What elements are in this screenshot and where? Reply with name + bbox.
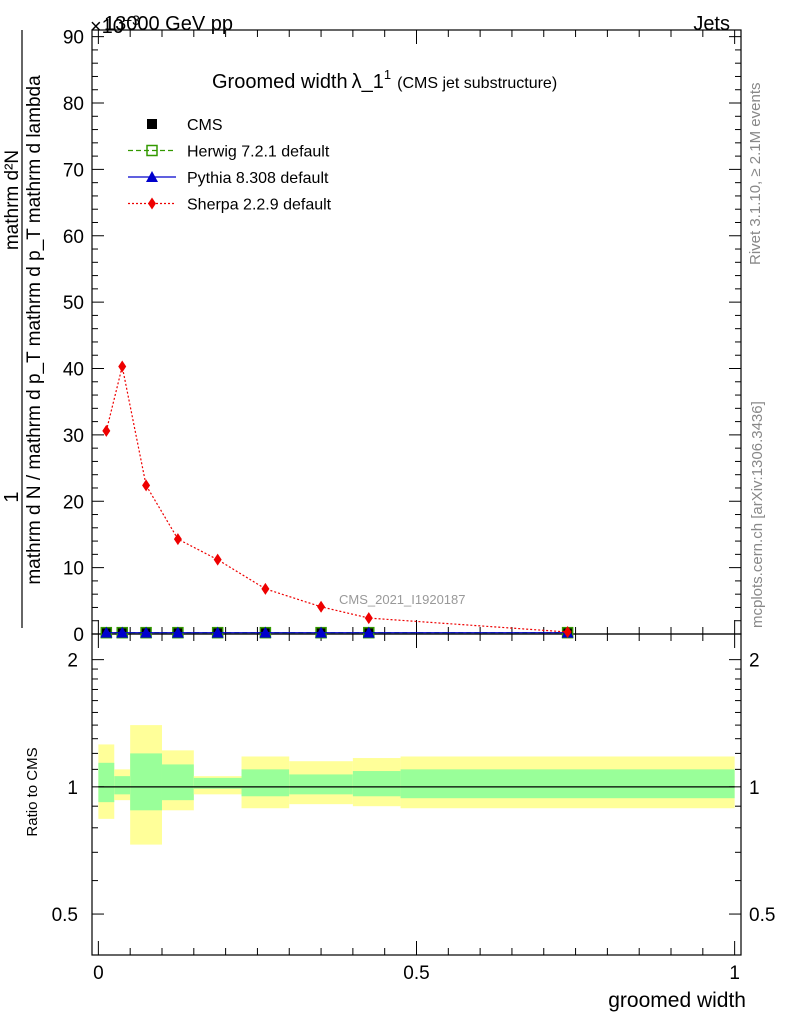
main-y-tick-label: 60 <box>63 227 84 248</box>
x-tick-label: 0.5 <box>403 963 429 984</box>
data-point <box>563 626 572 639</box>
x-tick-label: 1 <box>729 963 740 984</box>
legend-marker <box>146 171 158 182</box>
ratio-y-tick-label-right: 2 <box>749 651 760 672</box>
legend-label: CMS <box>187 117 223 134</box>
ratio-y-tick-label: 2 <box>67 651 78 672</box>
main-y-tick-label: 10 <box>63 559 84 580</box>
chart-title: Groomed width λ_11(CMS jet substructure) <box>212 67 557 93</box>
legend-marker <box>148 197 156 210</box>
data-point <box>100 626 113 638</box>
main-y-tick-label: 0 <box>73 625 84 646</box>
ratio-y-tick-label-right: 1 <box>749 778 760 799</box>
ratio-band-green <box>98 762 115 803</box>
legend-entry: Sherpa 2.2.9 default <box>128 197 332 214</box>
data-point <box>102 424 111 437</box>
data-point <box>213 553 222 566</box>
y-label-top: 1 <box>1 491 23 502</box>
legend-label: Sherpa 2.2.9 default <box>187 197 332 214</box>
data-point <box>118 360 127 373</box>
main-y-tick-label: 90 <box>63 28 84 49</box>
legend-entry: Herwig 7.2.1 default <box>128 144 330 161</box>
ratio-band-green <box>289 774 353 795</box>
ratio-band-green <box>352 771 401 797</box>
main-axes: 0 10 20 30 40 50 60 70 80 90 <box>63 28 742 646</box>
ratio-axes: 0.5 0.5 1 1 2 2 0 0.5 1 <box>52 633 775 984</box>
x-tick-label: 0 <box>93 963 104 984</box>
legend-label: Pythia 8.308 default <box>187 170 329 187</box>
data-point <box>364 612 373 625</box>
series-sherpa-2-2-9-default <box>102 360 572 639</box>
legend-label: Herwig 7.2.1 default <box>187 144 330 161</box>
ratio-y-tick-label: 0.5 <box>52 905 78 926</box>
y-label-numerator: mathrm d²N <box>2 150 23 250</box>
ratio-y-tick-label: 1 <box>67 778 78 799</box>
data-point <box>116 626 129 638</box>
ratio-band-green <box>193 777 242 789</box>
data-point <box>362 626 375 638</box>
main-y-tick-label: 40 <box>63 360 84 381</box>
legend: CMS Herwig 7.2.1 default Pythia 8.308 defa… <box>128 117 332 214</box>
data-point <box>315 626 328 638</box>
data-point <box>173 533 182 546</box>
main-y-label: 1 mathrm d N / mathrm d p_T mathrm d p_T… <box>1 30 45 628</box>
main-y-tick-label: 20 <box>63 492 84 513</box>
ratio-band-green <box>241 769 290 797</box>
ratio-band-green <box>400 769 735 799</box>
legend-entry: Pythia 8.308 default <box>128 170 329 187</box>
data-point <box>259 626 272 638</box>
ratio-bands <box>98 725 735 845</box>
analysis-watermark: CMS_2021_I1920187 <box>339 592 466 607</box>
main-y-tick-label: 80 <box>63 94 84 115</box>
data-point <box>261 582 270 595</box>
legend-marker <box>146 144 158 157</box>
x-axis-label: groomed width <box>608 989 746 1012</box>
legend-entry: CMS <box>147 117 223 134</box>
data-point <box>171 626 184 638</box>
ratio-band-green <box>130 753 162 811</box>
ratio-band-green <box>114 776 131 795</box>
data-point <box>211 626 224 638</box>
main-y-tick-label: 70 <box>63 160 84 181</box>
ratio-y-tick-label-right: 0.5 <box>749 905 775 926</box>
mcplots-label: mcplots.cern.ch [arXiv:1306.3436] <box>749 401 766 628</box>
data-point <box>142 479 151 492</box>
main-y-tick-label: 50 <box>63 293 84 314</box>
legend-marker <box>147 119 157 129</box>
series-layer <box>100 360 574 639</box>
ratio-band-green <box>161 764 194 801</box>
y-label-denominator: mathrm d N / mathrm d p_T mathrm d p_T m… <box>24 75 45 585</box>
data-point <box>140 626 153 638</box>
main-y-tick-label: 30 <box>63 426 84 447</box>
process-label: Jets <box>693 13 730 35</box>
ratio-y-label: Ratio to CMS <box>24 747 41 836</box>
data-point <box>317 600 326 613</box>
series-pythia-8-308-default <box>100 626 574 638</box>
rivet-label: Rivet 3.1.10, ≥ 2.1M events <box>747 83 764 266</box>
series-line <box>105 366 568 633</box>
